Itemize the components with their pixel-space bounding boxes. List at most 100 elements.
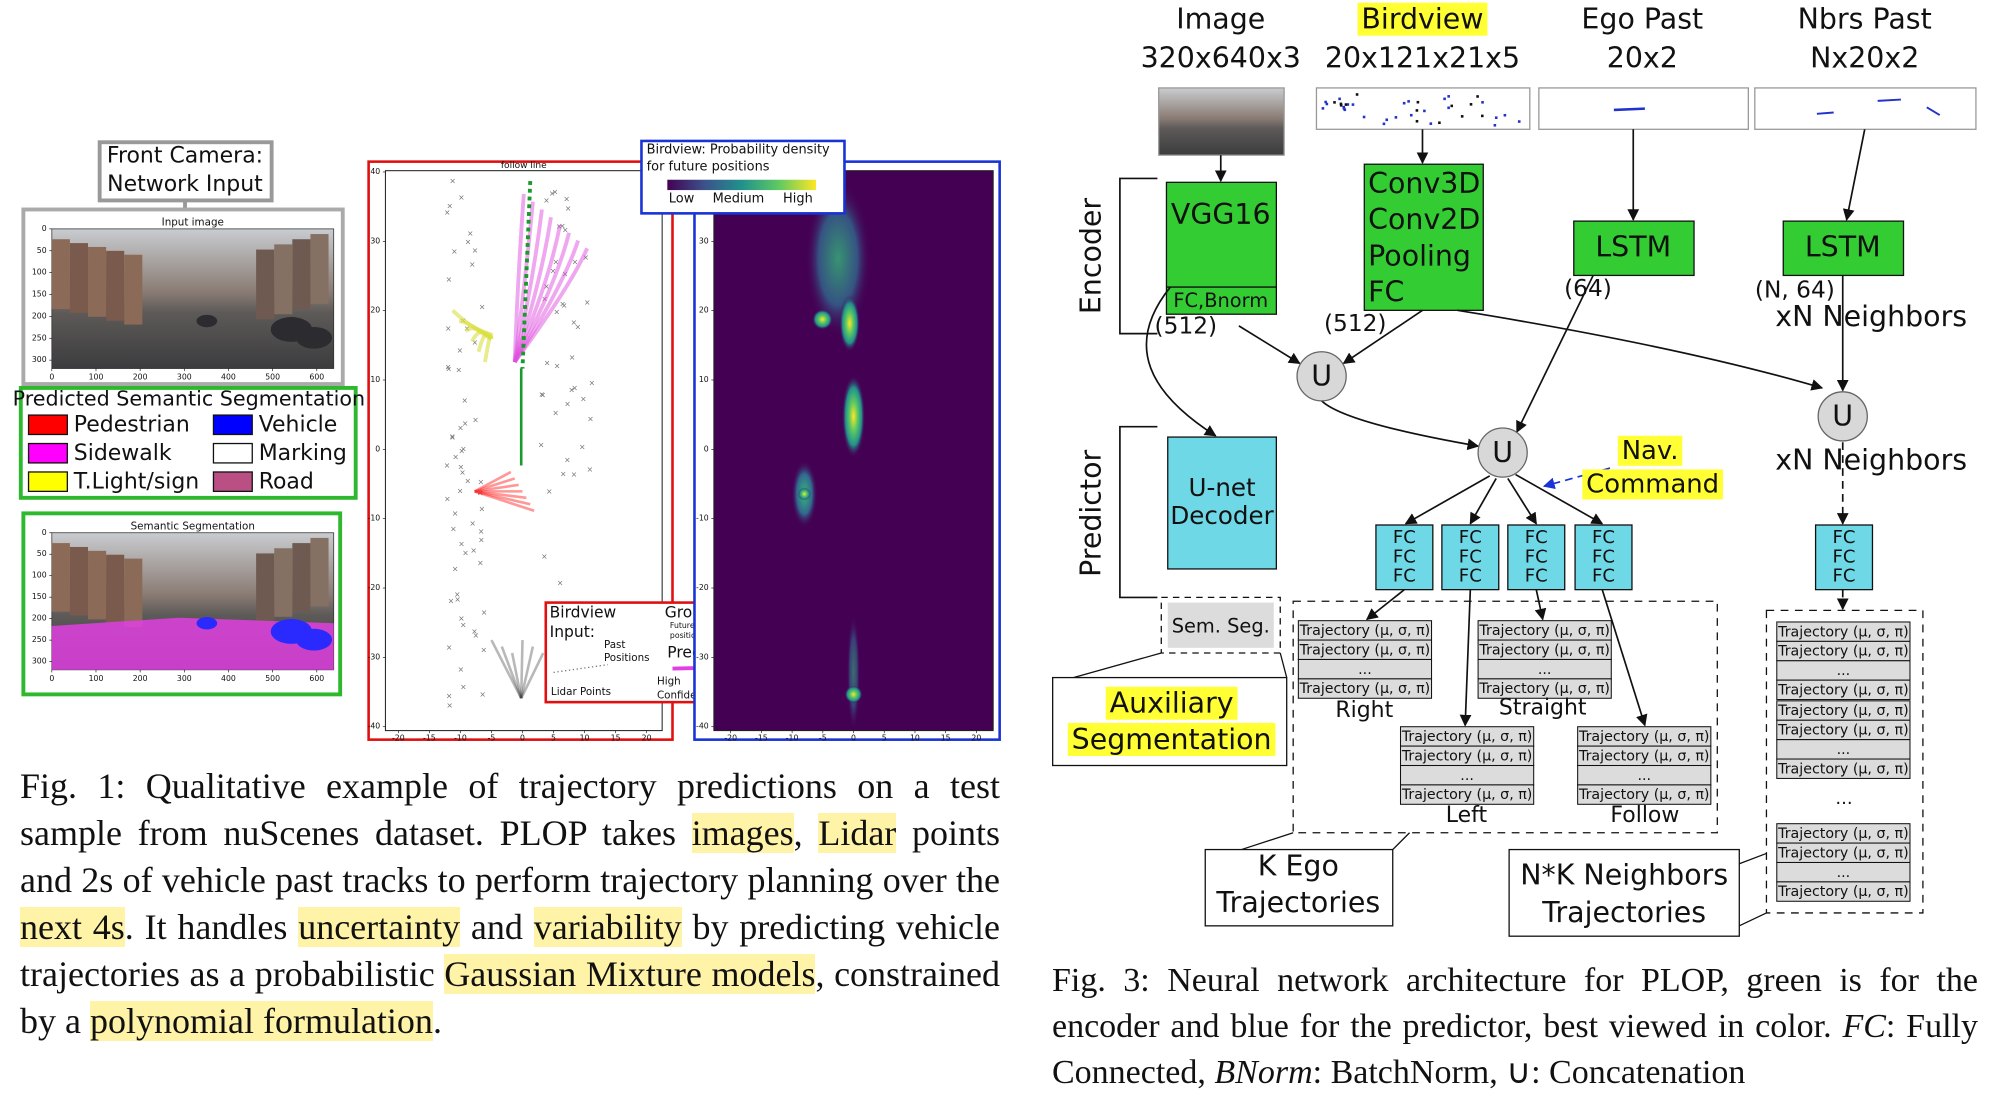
lidar-point: × [462, 396, 468, 405]
x-tick-label: 200 [133, 674, 148, 683]
trajectory-label: Trajectory (μ, σ, π) [1578, 787, 1710, 803]
trajectory-label: Trajectory (μ, σ, π) [1299, 681, 1431, 697]
birdview-point [1415, 119, 1419, 123]
figure-1-caption: Fig. 1: Qualitative example of trajector… [20, 763, 1000, 1045]
block-label: Decoder [1170, 501, 1274, 530]
birdview-point [1409, 113, 1413, 117]
lidar-point: × [449, 433, 456, 442]
density-blob [805, 181, 871, 337]
birdview-point [1447, 95, 1450, 98]
legend-text: High [657, 675, 681, 687]
trajectory-group-label: Straight [1499, 696, 1587, 721]
colorbar-label: Low [669, 192, 695, 207]
lidar-point: × [571, 384, 577, 393]
x-tick-label: 0 [520, 733, 525, 742]
y-tick-label: 30 [699, 236, 709, 245]
y-tick-label: 250 [32, 333, 47, 342]
birdview-point [1339, 104, 1343, 107]
lidar-point: × [444, 494, 451, 503]
highlight [1617, 435, 1683, 466]
birdview-point [1415, 109, 1419, 112]
dimension-label: (64) [1564, 275, 1612, 302]
lidar-point: × [563, 195, 570, 204]
neighbors-label: xN Neighbors [1775, 444, 1967, 477]
building [310, 537, 329, 607]
lidar-point: × [470, 546, 477, 555]
block-label: LSTM [1595, 230, 1671, 263]
plot-title: follow line [501, 161, 547, 171]
concat-label: U [1492, 436, 1513, 469]
birdview-point [1460, 115, 1464, 118]
arrow [1515, 473, 1604, 525]
x-tick-label: 600 [309, 373, 324, 382]
fc-label: FC [1393, 566, 1416, 587]
trajectory-group-label: Right [1335, 698, 1393, 723]
density-blob [844, 685, 863, 704]
lstm-block [1782, 220, 1905, 277]
section-label: Predictor [1075, 450, 1108, 577]
prediction-track [519, 646, 535, 699]
prediction-track [500, 646, 523, 699]
legend-swatch [27, 442, 68, 464]
ego-track [1613, 107, 1645, 112]
building [106, 554, 125, 624]
ellipsis: ... [1835, 788, 1852, 809]
trajectory-label: Trajectory (μ, σ, π) [1478, 623, 1610, 639]
y-tick-label: 40 [370, 167, 380, 176]
x-tick-label: 5 [882, 733, 887, 742]
legend-swatch [212, 414, 253, 436]
lidar-point: × [549, 189, 556, 198]
input-shape: 20x121x21x5 [1325, 41, 1520, 74]
lidar-point: × [462, 549, 469, 558]
legend-label: Pedestrian [74, 412, 190, 437]
x-tick-label: 20 [971, 733, 981, 742]
caption-text: Fig. 1: Qualitative example of trajector… [20, 766, 1000, 853]
lidar-point: × [560, 469, 567, 478]
birdview-point [1494, 116, 1498, 119]
building [292, 543, 311, 612]
trajectory-label: Trajectory (μ, σ, π) [1478, 681, 1610, 697]
birdview-point [1355, 93, 1359, 96]
lidar-point: × [569, 353, 575, 362]
x-tick-label: 100 [89, 674, 104, 683]
lidar-point: × [457, 487, 463, 496]
density-blob [839, 294, 860, 352]
highlight [1067, 722, 1276, 756]
birdview-point [1402, 101, 1406, 105]
caption-text: : Fully Connected, [1052, 1008, 1978, 1091]
trajectory-row [1776, 758, 1911, 779]
building [124, 254, 143, 325]
y-tick-label: -40 [696, 722, 709, 731]
lidar-point: × [469, 260, 475, 269]
concat-label: U [1311, 360, 1332, 393]
x-tick-label: 20 [642, 733, 652, 742]
x-tick-label: 0 [49, 373, 54, 382]
y-tick-label: 300 [32, 355, 47, 364]
lidar-point: × [554, 307, 561, 316]
block-label: LSTM [1805, 230, 1881, 263]
lidar-point: × [445, 324, 452, 333]
x-tick-label: 500 [265, 373, 280, 382]
k-ego-box [1204, 848, 1394, 927]
birdview-point [1407, 100, 1410, 103]
trajectory-label: Trajectory (μ, σ, π) [1777, 644, 1909, 660]
caption-text: points and 2s of vehicle past tracks to … [20, 813, 1000, 900]
dimension-label: (N, 64) [1755, 276, 1835, 303]
caption-text: uncertainty [298, 907, 461, 947]
lidar-point: × [554, 362, 561, 371]
caption-text: . [432, 1001, 442, 1041]
block-label: FC [1368, 276, 1404, 309]
lidar-point: × [561, 301, 568, 310]
x-tick-label: 400 [221, 373, 236, 382]
legend-box [18, 385, 358, 500]
decoder-block [1167, 436, 1278, 570]
input-name: Ego Past [1581, 3, 1703, 36]
caption-text: . It handles [124, 907, 299, 947]
y-tick-label: 0 [42, 528, 47, 537]
y-tick-label: -20 [368, 583, 381, 592]
y-tick-label: -20 [696, 583, 709, 592]
y-tick-label: -30 [368, 652, 381, 661]
block-label: Sem. Seg. [1172, 615, 1270, 638]
birdview-point [1493, 123, 1497, 127]
arrow [1516, 275, 1594, 433]
